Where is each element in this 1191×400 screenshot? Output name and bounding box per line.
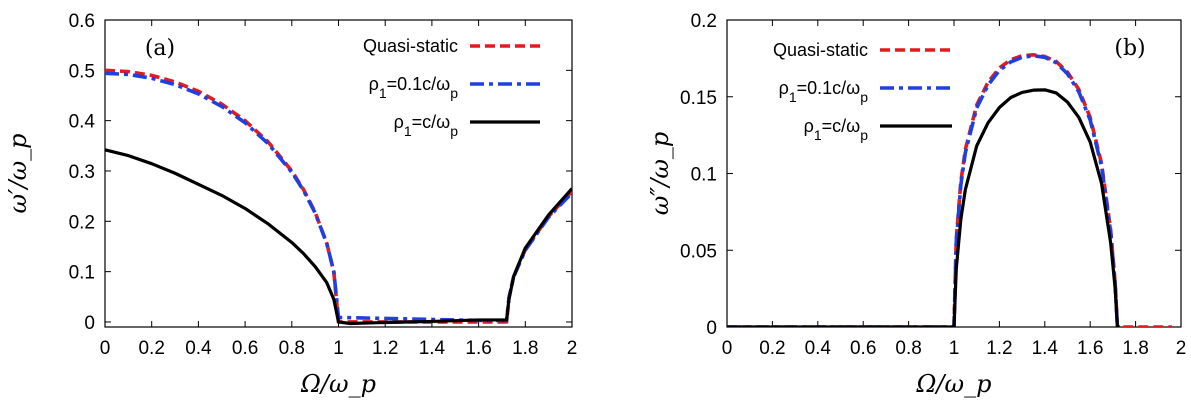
series-line-2 bbox=[727, 88, 1120, 327]
y-tick-label: 0.2 bbox=[691, 11, 717, 32]
x-tick-label: 1.8 bbox=[1122, 338, 1148, 359]
legend-name: ρ bbox=[804, 116, 814, 136]
legend-name: Quasi-static bbox=[773, 40, 868, 60]
y-tick-label: 0.6 bbox=[69, 11, 95, 32]
y-tick-label: 0 bbox=[706, 318, 717, 339]
chart-panel-b: 0 0.2 0.4 0.6 0.8 1 1.2 1.4 1.6 1.8 2 0 0.05 0.1 0.15 0… bbox=[646, 11, 1186, 398]
panel-label: (b) bbox=[1114, 36, 1145, 61]
y-tick-label: 0.1 bbox=[69, 263, 95, 284]
x-tick-label: 1 bbox=[949, 338, 960, 359]
x-tick-label: 1.4 bbox=[1032, 338, 1059, 359]
x-tick-label: 1.8 bbox=[512, 338, 538, 359]
legend-entry-label: ρ1=c/ωp bbox=[394, 112, 459, 139]
legend-entry-label: Quasi-static bbox=[773, 40, 868, 60]
legend-subscript: 1 bbox=[379, 85, 387, 101]
legend-name: ρ bbox=[394, 112, 404, 132]
legend-name-rest: =c/ω bbox=[412, 112, 451, 132]
x-tick-label: 1 bbox=[333, 338, 344, 359]
legend-subscript: 1 bbox=[789, 89, 797, 105]
x-tick-label: 0.4 bbox=[185, 338, 212, 359]
series-line-0 bbox=[105, 68, 572, 324]
legend-subscript: p bbox=[450, 123, 458, 139]
x-tick-label: 0 bbox=[100, 338, 111, 359]
legend-entry-label: ρ1=c/ωp bbox=[804, 116, 869, 143]
x-tick-label: 0.8 bbox=[895, 338, 921, 359]
legend-subscript: 1 bbox=[814, 127, 822, 143]
y-tick-label: 0.1 bbox=[691, 165, 717, 186]
legend-subscript: p bbox=[450, 85, 458, 101]
legend-name: ρ bbox=[369, 74, 379, 94]
x-axis-label: Ω/ω_p bbox=[916, 370, 992, 398]
y-axis-label: ω″/ω_p bbox=[646, 132, 674, 216]
y-tick-label: 0.5 bbox=[69, 61, 95, 82]
x-axis-label: Ω/ω_p bbox=[300, 370, 376, 398]
legend-name: Quasi-static bbox=[363, 36, 458, 56]
x-tick-label: 1.2 bbox=[372, 338, 398, 359]
y-axis-label: ω′/ω_p bbox=[4, 133, 32, 213]
y-tick-label: 0.2 bbox=[69, 212, 95, 233]
legend-subscript: p bbox=[860, 89, 868, 105]
x-tick-label: 2 bbox=[1176, 338, 1187, 359]
y-tick-label: 0.05 bbox=[680, 241, 717, 262]
x-tick-label: 0 bbox=[722, 338, 733, 359]
y-tick-label: 0.4 bbox=[69, 112, 96, 133]
y-tick-label: 0 bbox=[84, 313, 95, 334]
x-tick-label: 2 bbox=[567, 338, 578, 359]
x-tick-label: 0.4 bbox=[805, 338, 832, 359]
x-tick-label: 1.4 bbox=[419, 338, 446, 359]
y-tick-label: 0.3 bbox=[69, 162, 95, 183]
legend-entry-label: ρ1=0.1c/ωp bbox=[779, 78, 869, 105]
legend-subscript: 1 bbox=[404, 123, 412, 139]
x-tick-label: 0.8 bbox=[279, 338, 305, 359]
x-tick-label: 0.6 bbox=[850, 338, 876, 359]
x-tick-label: 0.6 bbox=[232, 338, 258, 359]
legend-entry-label: ρ1=0.1c/ωp bbox=[369, 74, 459, 101]
x-tick-label: 0.2 bbox=[138, 338, 164, 359]
legend-name: ρ bbox=[779, 78, 789, 98]
x-tick-label: 1.6 bbox=[465, 338, 491, 359]
chart-panel-a: 0 0.2 0.4 0.6 0.8 1 1.2 1.4 1.6 1.8 2 0 0.1 0.2 0.3 0.4… bbox=[4, 11, 577, 398]
series-line-1 bbox=[105, 71, 572, 323]
x-tick-label: 1.6 bbox=[1077, 338, 1103, 359]
legend-name-rest: =0.1c/ω bbox=[387, 74, 451, 94]
legend-entry-label: Quasi-static bbox=[363, 36, 458, 56]
panel-label: (a) bbox=[145, 36, 175, 61]
legend-name-rest: =c/ω bbox=[822, 116, 861, 136]
legend-name-rest: =0.1c/ω bbox=[797, 78, 861, 98]
x-tick-label: 1.2 bbox=[986, 338, 1012, 359]
x-tick-label: 0.2 bbox=[759, 338, 785, 359]
legend-subscript: p bbox=[860, 127, 868, 143]
series-line-2 bbox=[105, 148, 572, 326]
y-tick-label: 0.15 bbox=[680, 88, 717, 109]
